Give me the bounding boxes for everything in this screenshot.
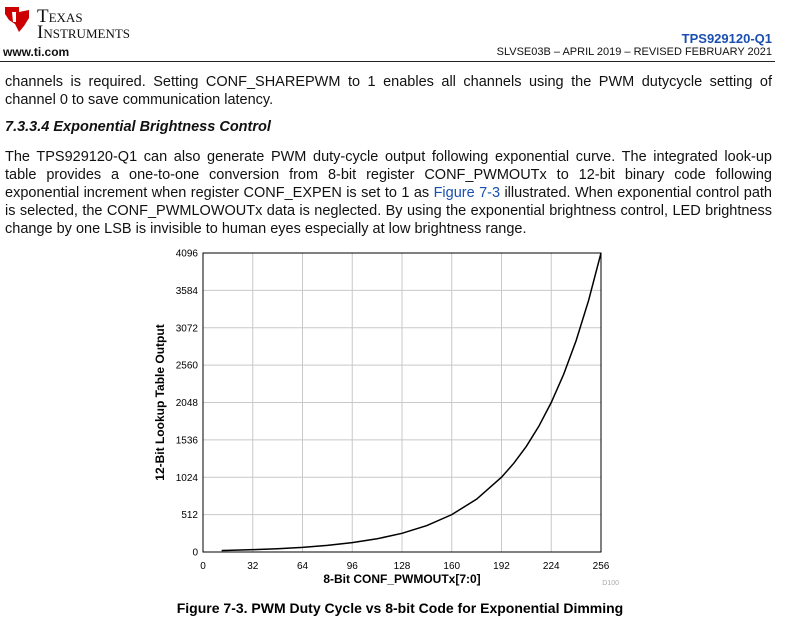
figure-id: D100 [602,580,619,587]
y-axis-label: 12-Bit Lookup Table Output [153,324,167,480]
website[interactable]: www.ti.com [3,45,70,59]
y-tick-label: 512 [181,510,198,521]
x-tick-label: 96 [347,561,359,572]
text-run: The TPS929120-Q1 can also generate PWM d… [5,149,772,201]
x-tick-label: 32 [247,561,259,572]
logo-line: Texas [37,6,83,27]
x-tick-label: 64 [297,561,309,572]
logo-line: Instruments [37,22,131,43]
x-tick-label: 160 [443,561,460,572]
x-tick-label: 192 [493,561,510,572]
figure-caption: Figure 7-3. PWM Duty Cycle vs 8-bit Code… [177,600,624,616]
data-line [221,252,602,552]
doc-info: SLVSE03B – APRIL 2019 – REVISED FEBRUARY… [496,46,772,58]
y-tick-label: 3584 [176,286,199,297]
x-tick-label: 256 [593,561,610,572]
y-tick-label: 2560 [176,361,199,372]
paragraph: channels is required. Setting CONF_SHARE… [5,74,772,108]
y-tick-label: 3072 [176,323,199,334]
x-tick-label: 224 [543,561,560,572]
section-heading: 7.3.3.4 Exponential Brightness Control [5,119,271,135]
logo-text: Texas Instruments [37,6,131,43]
x-axis-label: 8-Bit CONF_PWMOUTx[7:0] [323,572,480,586]
header-rule [0,61,775,62]
part-number[interactable]: TPS929120-Q1 [681,31,772,46]
y-tick-label: 1536 [176,435,199,446]
paragraph: The TPS929120-Q1 can also generate PWM d… [5,148,772,238]
y-tick-label: 1024 [176,473,199,484]
figure-link[interactable]: Figure 7-3 [433,185,501,201]
ti-logo-icon [5,7,29,32]
plot-frame [202,252,602,553]
y-tick-label: 0 [192,548,198,559]
x-tick-label: 128 [394,561,411,572]
y-tick-label: 2048 [176,398,199,409]
x-tick-label: 0 [200,561,206,572]
chart: 0 512 1024 1536 2048 2560 3072 3584 4096 0 32 64 96 1… [153,249,624,617]
text-run: illustrated. When exponential control pa… [5,185,772,237]
y-tick-label: 4096 [176,249,199,260]
